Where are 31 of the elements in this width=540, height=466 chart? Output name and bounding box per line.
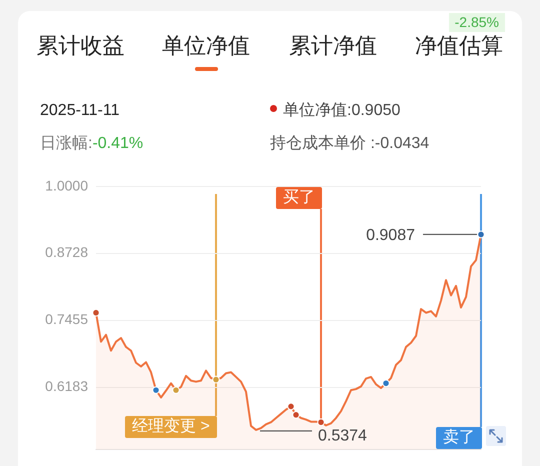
text: 净值估算: [414, 32, 504, 60]
text: 单位净值:0.9050: [283, 102, 400, 119]
y-tick-label: 0.8728: [45, 244, 88, 260]
text: 单位净值: [161, 32, 251, 60]
point: [152, 386, 160, 394]
text: 2025-11-11: [40, 101, 120, 121]
y-tick-label: 0.7455: [45, 311, 88, 328]
tag: 卖了: [436, 426, 482, 449]
tag: 买了: [276, 187, 322, 210]
point: [317, 418, 325, 426]
point: [292, 411, 300, 419]
point: [92, 308, 100, 317]
y-tick-label: 1.0000: [45, 177, 88, 194]
text: -0.41%: [92, 135, 144, 152]
point: [287, 402, 295, 410]
annotation: 买了: [283, 189, 315, 206]
text: 日涨幅:: [40, 135, 92, 152]
text: 累计净值: [288, 32, 378, 60]
annotation: 卖了: [443, 428, 475, 446]
tag: 经理变更 >: [125, 416, 217, 438]
badge: -2.85%: [448, 13, 505, 32]
point: [477, 230, 485, 238]
annotation: 0.5374: [318, 427, 368, 444]
point: [382, 379, 390, 388]
annotation: 经理变更 >: [132, 418, 210, 435]
annotation: 0.9087: [366, 226, 416, 244]
y-tick-label: 0.6183: [45, 378, 88, 394]
point: [172, 386, 180, 394]
text: 累计收益: [36, 32, 126, 60]
point: [212, 376, 220, 384]
text: 持仓成本单价 :-0.0434: [270, 134, 430, 154]
